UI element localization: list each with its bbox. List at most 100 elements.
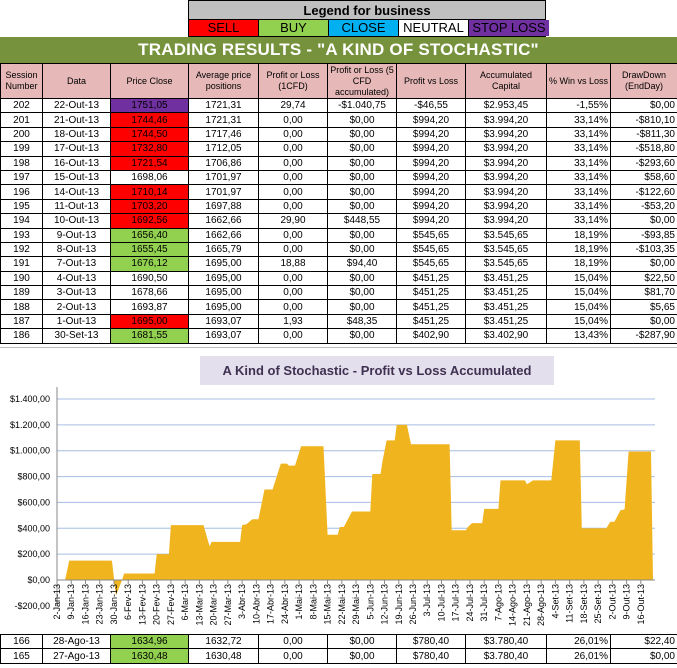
date-cell[interactable]: 15-Out-13	[42, 169, 111, 186]
drawdown-cell[interactable]: $58,60	[610, 169, 677, 186]
profit-loss-5cfd-cell[interactable]: $0,00	[327, 285, 397, 301]
profit-loss-5cfd-cell[interactable]: $0,00	[327, 241, 397, 258]
accumulated-capital-cell[interactable]: $2.953,45	[465, 97, 547, 114]
profit-vs-loss-cell[interactable]: $994,20	[396, 141, 466, 157]
profit-vs-loss-cell[interactable]: $451,25	[396, 270, 466, 287]
win-vs-loss-pct-cell[interactable]: 33,14%	[546, 126, 611, 143]
profit-vs-loss-cell[interactable]: $994,20	[396, 198, 466, 215]
average-price-cell[interactable]: 1665,79	[188, 241, 259, 258]
price-close-cell[interactable]: 1693,87	[110, 299, 189, 315]
price-close-cell[interactable]: 1692,56	[110, 213, 189, 229]
session-number-cell[interactable]: 199	[0, 141, 43, 157]
date-cell[interactable]: 30-Set-13	[42, 328, 111, 344]
win-vs-loss-pct-cell[interactable]: 33,14%	[546, 169, 611, 186]
session-number-cell[interactable]: 190	[0, 270, 43, 287]
accumulated-capital-cell[interactable]: $3.994,20	[465, 112, 547, 128]
win-vs-loss-pct-cell[interactable]: 15,04%	[546, 285, 611, 301]
drawdown-cell[interactable]: $22,50	[610, 270, 677, 287]
date-cell[interactable]: 7-Out-13	[42, 256, 111, 272]
price-close-cell[interactable]: 1721,54	[110, 155, 189, 171]
average-price-cell[interactable]: 1697,88	[188, 198, 259, 215]
session-number-cell[interactable]: 187	[0, 313, 43, 330]
price-close-cell[interactable]: 1681,55	[110, 328, 189, 344]
average-price-cell[interactable]: 1662,66	[188, 227, 259, 243]
profit-loss-5cfd-cell[interactable]: $448,55	[327, 213, 397, 229]
drawdown-cell[interactable]: $81,70	[610, 285, 677, 301]
session-number-cell[interactable]: 195	[0, 198, 43, 215]
profit-loss-5cfd-cell[interactable]: $0,00	[327, 155, 397, 171]
profit-loss-5cfd-cell[interactable]: $48,35	[327, 313, 397, 330]
profit-vs-loss-cell[interactable]: $994,20	[396, 184, 466, 200]
profit-loss-1cfd-cell[interactable]: 0,00	[258, 141, 328, 157]
profit-loss-1cfd-cell[interactable]: 0,00	[258, 126, 328, 143]
drawdown-cell[interactable]: -$53,20	[610, 198, 677, 215]
profit-vs-loss-cell[interactable]: $780,40	[396, 648, 466, 664]
profit-loss-1cfd-cell[interactable]: 29,74	[258, 97, 328, 114]
accumulated-capital-cell[interactable]: $3.451,25	[465, 299, 547, 315]
accumulated-capital-cell[interactable]: $3.994,20	[465, 184, 547, 200]
profit-loss-5cfd-cell[interactable]: $0,00	[327, 126, 397, 143]
profit-loss-1cfd-cell[interactable]: 0,00	[258, 169, 328, 186]
win-vs-loss-pct-cell[interactable]: 15,04%	[546, 313, 611, 330]
price-close-cell[interactable]: 1732,80	[110, 141, 189, 157]
price-close-cell[interactable]: 1690,50	[110, 270, 189, 287]
profit-loss-5cfd-cell[interactable]: $0,00	[327, 328, 397, 344]
profit-loss-5cfd-cell[interactable]: $0,00	[327, 648, 397, 664]
accumulated-capital-cell[interactable]: $3.994,20	[465, 169, 547, 186]
profit-loss-5cfd-cell[interactable]: $0,00	[327, 633, 397, 650]
average-price-cell[interactable]: 1701,97	[188, 169, 259, 186]
profit-vs-loss-cell[interactable]: $994,20	[396, 126, 466, 143]
profit-vs-loss-cell[interactable]: -$46,55	[396, 97, 466, 114]
profit-vs-loss-cell[interactable]: $545,65	[396, 241, 466, 258]
drawdown-cell[interactable]: $5,65	[610, 299, 677, 315]
price-close-cell[interactable]: 1655,45	[110, 241, 189, 258]
drawdown-cell[interactable]: $0,00	[610, 313, 677, 330]
profit-loss-1cfd-cell[interactable]: 0,00	[258, 648, 328, 664]
accumulated-capital-cell[interactable]: $3.780,40	[465, 633, 547, 650]
average-price-cell[interactable]: 1693,07	[188, 313, 259, 330]
session-number-cell[interactable]: 186	[0, 328, 43, 344]
drawdown-cell[interactable]: $22,40	[610, 633, 677, 650]
profit-vs-loss-cell[interactable]: $994,20	[396, 155, 466, 171]
accumulated-capital-cell[interactable]: $3.545,65	[465, 256, 547, 272]
price-close-cell[interactable]: 1751,05	[110, 97, 189, 114]
accumulated-capital-cell[interactable]: $3.402,90	[465, 328, 547, 344]
drawdown-cell[interactable]: -$811,30	[610, 126, 677, 143]
price-close-cell[interactable]: 1703,20	[110, 198, 189, 215]
date-cell[interactable]: 18-Out-13	[42, 126, 111, 143]
accumulated-capital-cell[interactable]: $3.545,65	[465, 227, 547, 243]
win-vs-loss-pct-cell[interactable]: 33,14%	[546, 141, 611, 157]
drawdown-cell[interactable]: -$518,80	[610, 141, 677, 157]
profit-loss-5cfd-cell[interactable]: $0,00	[327, 227, 397, 243]
date-cell[interactable]: 27-Ago-13	[42, 648, 111, 664]
profit-loss-1cfd-cell[interactable]: 0,00	[258, 285, 328, 301]
profit-loss-1cfd-cell[interactable]: 29,90	[258, 213, 328, 229]
accumulated-capital-cell[interactable]: $3.994,20	[465, 198, 547, 215]
session-number-cell[interactable]: 165	[0, 648, 43, 664]
average-price-cell[interactable]: 1695,00	[188, 299, 259, 315]
session-number-cell[interactable]: 189	[0, 285, 43, 301]
price-close-cell[interactable]: 1710,14	[110, 184, 189, 200]
drawdown-cell[interactable]: $0,00	[610, 256, 677, 272]
date-cell[interactable]: 28-Ago-13	[42, 633, 111, 650]
drawdown-cell[interactable]: -$293,60	[610, 155, 677, 171]
win-vs-loss-pct-cell[interactable]: 18,19%	[546, 256, 611, 272]
average-price-cell[interactable]: 1662,66	[188, 213, 259, 229]
accumulated-capital-cell[interactable]: $3.994,20	[465, 141, 547, 157]
price-close-cell[interactable]: 1695,00	[110, 313, 189, 330]
drawdown-cell[interactable]: -$122,60	[610, 184, 677, 200]
average-price-cell[interactable]: 1712,05	[188, 141, 259, 157]
accumulated-capital-cell[interactable]: $3.994,20	[465, 213, 547, 229]
profit-loss-1cfd-cell[interactable]: 0,00	[258, 328, 328, 344]
drawdown-cell[interactable]: -$103,35	[610, 241, 677, 258]
profit-loss-5cfd-cell[interactable]: $0,00	[327, 299, 397, 315]
win-vs-loss-pct-cell[interactable]: 26,01%	[546, 633, 611, 650]
average-price-cell[interactable]: 1701,97	[188, 184, 259, 200]
date-cell[interactable]: 14-Out-13	[42, 184, 111, 200]
accumulated-capital-cell[interactable]: $3.451,25	[465, 285, 547, 301]
drawdown-cell[interactable]: -$93,85	[610, 227, 677, 243]
price-close-cell[interactable]: 1698,06	[110, 169, 189, 186]
win-vs-loss-pct-cell[interactable]: -1,55%	[546, 97, 611, 114]
win-vs-loss-pct-cell[interactable]: 18,19%	[546, 241, 611, 258]
date-cell[interactable]: 21-Out-13	[42, 112, 111, 128]
